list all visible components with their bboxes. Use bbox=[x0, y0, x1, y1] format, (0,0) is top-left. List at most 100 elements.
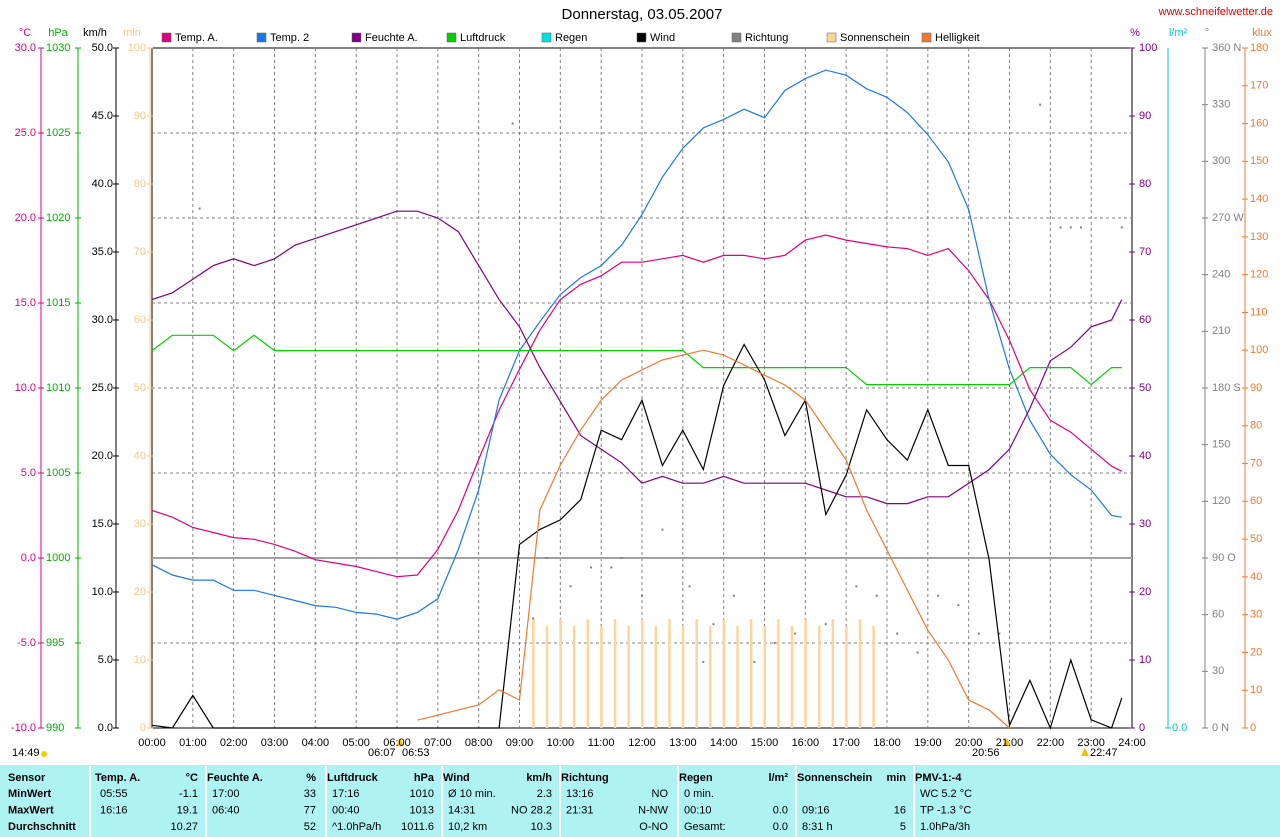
table-header: Feuchte A. bbox=[207, 772, 263, 784]
row-label: MinWert bbox=[8, 788, 52, 800]
y-tick-label: 10.0 bbox=[15, 382, 36, 394]
y-tick-label: 90 bbox=[1250, 382, 1262, 394]
legend-swatch bbox=[256, 32, 267, 43]
y-tick-label: 70 bbox=[134, 246, 146, 258]
y-tick-label: 0.0 bbox=[1172, 722, 1187, 734]
y-tick-label: 15.0 bbox=[15, 297, 36, 309]
sunshine-bar bbox=[777, 619, 780, 728]
direction-point bbox=[998, 632, 1001, 635]
table-header: °C bbox=[186, 772, 198, 784]
y-tick-label: 60 bbox=[134, 314, 146, 326]
table-header: Richtung bbox=[561, 772, 609, 784]
x-tick-label: 09:00 bbox=[506, 737, 534, 749]
y-tick-label: 80 bbox=[134, 178, 146, 190]
x-tick-label: 04:00 bbox=[302, 737, 330, 749]
axis-unit: km/h bbox=[83, 27, 107, 39]
y-tick-label: 1020 bbox=[46, 212, 70, 224]
y-tick-label: 995 bbox=[46, 637, 64, 649]
axis-unit: hPa bbox=[48, 27, 68, 39]
y-tick-label: 30 bbox=[134, 518, 146, 530]
chart-title: Donnerstag, 03.05.2007 bbox=[562, 6, 723, 23]
table-cell: 8:31 h bbox=[802, 821, 833, 833]
direction-point bbox=[1079, 226, 1082, 229]
table-cell: 1013 bbox=[410, 804, 434, 816]
y-tick-label: 0 bbox=[1139, 722, 1145, 734]
sunshine-bar bbox=[641, 619, 644, 728]
table-cell: -1.1 bbox=[179, 788, 198, 800]
sunshine-bar bbox=[804, 619, 807, 728]
legend-swatch bbox=[161, 32, 172, 43]
legend-swatch bbox=[921, 32, 932, 43]
y-tick-label: 60 bbox=[1139, 314, 1151, 326]
y-tick-label: -5.0 bbox=[17, 637, 36, 649]
y-tick-label: 30 bbox=[1212, 665, 1224, 677]
direction-point bbox=[977, 632, 980, 635]
y-tick-label: 130 bbox=[1250, 231, 1268, 243]
series-line bbox=[151, 210, 1123, 505]
table-cell: 33 bbox=[304, 788, 316, 800]
x-tick-label: 20:00 bbox=[955, 737, 983, 749]
legend-swatch bbox=[541, 32, 552, 43]
x-tick-label: 02:00 bbox=[220, 737, 248, 749]
direction-point bbox=[532, 617, 535, 620]
y-tick-label: 110 bbox=[1250, 306, 1268, 318]
annotation: 06:07 bbox=[368, 747, 396, 759]
y-tick-label: 20 bbox=[1250, 646, 1262, 658]
sunshine-bar bbox=[722, 619, 726, 728]
direction-point bbox=[661, 528, 664, 531]
sunshine-bar bbox=[817, 626, 821, 728]
direction-point bbox=[916, 651, 919, 654]
table-cell: 14:31 bbox=[448, 804, 476, 816]
legend-swatch bbox=[731, 32, 742, 43]
direction-point bbox=[569, 585, 572, 588]
y-tick-label: 990 bbox=[46, 722, 64, 734]
table-cell: 77 bbox=[304, 804, 316, 816]
y-tick-label: 0 N bbox=[1212, 722, 1229, 734]
direction-point bbox=[875, 594, 878, 597]
y-tick-label: 20.0 bbox=[15, 212, 36, 224]
sunshine-bar bbox=[790, 626, 794, 728]
sunshine-bar bbox=[858, 619, 862, 728]
x-tick-label: 13:00 bbox=[669, 737, 697, 749]
y-tick-label: 80 bbox=[1250, 420, 1262, 432]
legend-swatch bbox=[826, 32, 837, 43]
table-cell: 10.27 bbox=[170, 821, 198, 833]
table-cell: 1.0hPa/3h bbox=[920, 821, 970, 833]
direction-point bbox=[589, 566, 592, 569]
y-tick-label: 30.0 bbox=[15, 42, 36, 54]
series-line bbox=[151, 234, 1123, 578]
y-tick-label: 1025 bbox=[46, 127, 70, 139]
table-cell: N-NW bbox=[638, 804, 669, 816]
table-cell: TP -1.3 °C bbox=[920, 804, 971, 816]
table-background bbox=[0, 765, 1280, 837]
table-cell: 19.1 bbox=[177, 804, 198, 816]
x-tick-label: 12:00 bbox=[628, 737, 656, 749]
annotation: 06:53 bbox=[402, 747, 430, 759]
y-tick-label: 40 bbox=[1139, 450, 1151, 462]
y-tick-label: 0 bbox=[1250, 722, 1256, 734]
x-tick-label: 18:00 bbox=[873, 737, 901, 749]
table-cell: 5 bbox=[900, 821, 906, 833]
table-cell: WC 5.2 °C bbox=[920, 788, 972, 800]
legend-label: Regen bbox=[555, 32, 587, 44]
x-tick-label: 08:00 bbox=[465, 737, 493, 749]
y-tick-label: 30.0 bbox=[92, 314, 113, 326]
y-tick-label: 330 bbox=[1212, 99, 1230, 111]
table-header: km/h bbox=[526, 772, 552, 784]
x-tick-label: 22:00 bbox=[1037, 737, 1065, 749]
legend-swatch bbox=[351, 32, 362, 43]
table-header: Temp. A. bbox=[95, 772, 140, 784]
direction-point bbox=[1120, 226, 1123, 229]
y-tick-label: 300 bbox=[1212, 155, 1230, 167]
table-cell: NO bbox=[652, 788, 669, 800]
y-tick-label: 170 bbox=[1250, 80, 1268, 92]
table-header: Wind bbox=[443, 772, 470, 784]
legend-label: Feuchte A. bbox=[365, 32, 418, 44]
y-tick-label: 70 bbox=[1250, 457, 1262, 469]
y-tick-label: 100 bbox=[1250, 344, 1268, 356]
table-cell: 09:16 bbox=[802, 804, 830, 816]
y-tick-label: 20.0 bbox=[92, 450, 113, 462]
y-tick-label: 150 bbox=[1212, 439, 1230, 451]
y-tick-label: 25.0 bbox=[92, 382, 113, 394]
y-tick-label: 90 O bbox=[1212, 552, 1236, 564]
